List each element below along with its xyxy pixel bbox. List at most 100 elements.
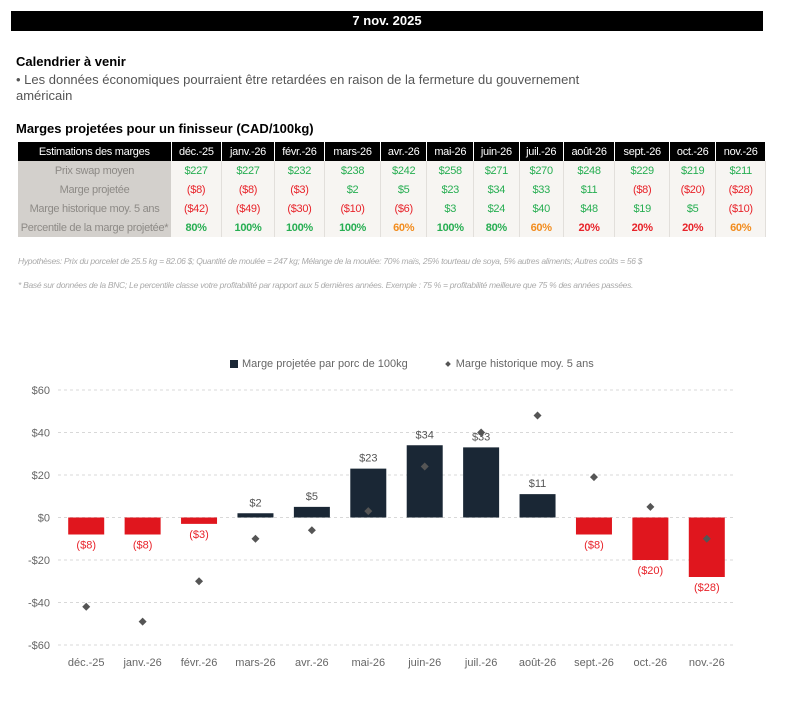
table-cell: $24 — [473, 199, 520, 218]
table-cell: 60% — [715, 218, 766, 237]
historical-marker — [195, 577, 204, 586]
table-cell: $271 — [473, 161, 520, 180]
table-cell: $248 — [563, 161, 616, 180]
bar-data-label: ($3) — [189, 529, 209, 541]
table-header-month: sept.-26 — [614, 142, 670, 161]
table-cell: ($8) — [171, 180, 223, 199]
bar-data-label: $11 — [529, 478, 547, 490]
table-cell: 20% — [614, 218, 670, 237]
calendar-title: Calendrier à venir — [16, 54, 126, 69]
legend-item-projected: Marge projetée par porc de 100kg — [230, 358, 408, 370]
table-cell: ($28) — [715, 180, 766, 199]
table-header-label: Estimations des marges — [18, 142, 172, 161]
chart-legend: Marge projetée par porc de 100kg Marge h… — [230, 358, 594, 370]
table-cell: $33 — [519, 180, 564, 199]
table-cell: $3 — [426, 199, 475, 218]
table-header-row: Estimations des marges déc.-25 janv.-26 fé… — [18, 142, 766, 161]
bar-data-label: $2 — [249, 497, 261, 509]
bar — [575, 517, 612, 535]
table-cell: $227 — [221, 161, 275, 180]
historical-marker — [477, 428, 486, 437]
table-header-month: janv.-26 — [221, 142, 275, 161]
table-row-label: Marge projetée — [18, 180, 171, 199]
bar — [124, 517, 161, 535]
table-header-month: juil.-26 — [519, 142, 564, 161]
calendar-bullet: • Les données économiques pourraient êtr… — [16, 72, 580, 103]
bar-data-label: $5 — [306, 491, 318, 503]
table-cell: ($20) — [669, 180, 717, 199]
historical-marker — [251, 534, 260, 543]
historical-marker — [138, 617, 147, 626]
bar-data-label: ($8) — [76, 540, 96, 552]
x-tick-label: oct.-26 — [634, 657, 668, 669]
table-header-month: nov.-26 — [715, 142, 766, 161]
table-cell: ($10) — [715, 199, 766, 218]
bar — [181, 517, 218, 524]
table-header-month: févr.-26 — [274, 142, 326, 161]
table-row-label: Marge historique moy. 5 ans — [18, 199, 171, 218]
table-cell: 100% — [221, 218, 275, 237]
x-tick-label: janv.-26 — [122, 657, 161, 669]
x-tick-label: févr.-26 — [181, 657, 218, 669]
percentile-footnote: * Basé sur données de la BNC; Le percent… — [18, 280, 634, 290]
table-row: Prix swap moyen $227 $227 $232 $238 $242 $258 $… — [18, 161, 766, 180]
table-cell: ($49) — [221, 199, 275, 218]
margin-chart: $60 $40 $20 $0 -$20 -$40 -$60 ($8) ($8) ($3) $2 $5 $… — [28, 385, 735, 669]
historical-marker — [420, 462, 429, 471]
table-cell: ($8) — [614, 180, 670, 199]
bar-data-label: ($8) — [133, 540, 153, 552]
table-header-month: avr.-26 — [380, 142, 428, 161]
table-cell: $270 — [519, 161, 564, 180]
y-tick-label: $60 — [32, 385, 50, 397]
y-tick-label: -$60 — [28, 640, 50, 652]
table-cell: ($30) — [274, 199, 326, 218]
legend-label-projected: Marge projetée par porc de 100kg — [242, 358, 408, 370]
table-row: Percentile de la marge projetée* 80% 100% 1… — [18, 218, 766, 237]
table-cell: 80% — [171, 218, 223, 237]
legend-diamond-icon — [444, 361, 451, 367]
table-cell: 60% — [380, 218, 428, 237]
table-header-month: août-26 — [563, 142, 616, 161]
table-cell: ($6) — [380, 199, 428, 218]
table-cell: ($42) — [171, 199, 223, 218]
table-cell: $211 — [715, 161, 766, 180]
table-cell: 60% — [519, 218, 564, 237]
table-cell: $11 — [563, 180, 616, 199]
bar-data-label: $23 — [359, 453, 377, 465]
bar-data-label: $33 — [472, 431, 490, 443]
table-cell: 100% — [426, 218, 475, 237]
bar — [688, 517, 725, 577]
table-cell: $48 — [563, 199, 616, 218]
historical-marker — [702, 534, 711, 543]
historical-marker — [364, 507, 373, 516]
table-cell: ($3) — [274, 180, 326, 199]
table-cell: ($10) — [324, 199, 381, 218]
x-tick-label: juil.-26 — [464, 657, 497, 669]
bar-data-label: $34 — [416, 429, 434, 441]
table-cell: $5 — [380, 180, 428, 199]
legend-item-historical: Marge historique moy. 5 ans — [444, 358, 594, 370]
table-header-month: mai-26 — [426, 142, 475, 161]
x-tick-label: juin-26 — [407, 657, 441, 669]
table-row: Marge historique moy. 5 ans ($42) ($49) ($3… — [18, 199, 766, 218]
bar — [519, 494, 556, 518]
historical-marker — [533, 411, 542, 420]
date-header: 7 nov. 2025 — [11, 11, 763, 31]
bar — [68, 517, 105, 535]
historical-marker — [307, 526, 316, 535]
x-tick-label: sept.-26 — [574, 657, 614, 669]
bar-data-label: ($28) — [694, 582, 720, 594]
y-tick-label: $0 — [38, 513, 50, 525]
table-row-label: Percentile de la marge projetée* — [18, 218, 171, 237]
x-tick-label: nov.-26 — [689, 657, 725, 669]
y-tick-label: $40 — [32, 428, 50, 440]
y-tick-label: -$40 — [28, 598, 50, 610]
x-tick-label: mai-26 — [351, 657, 385, 669]
legend-label-historical: Marge historique moy. 5 ans — [455, 358, 594, 370]
historical-marker — [589, 473, 598, 482]
table-cell: $5 — [669, 199, 717, 218]
y-tick-label: -$20 — [28, 555, 50, 567]
table-header-month: oct.-26 — [669, 142, 717, 161]
bar — [406, 445, 443, 518]
table-cell: $258 — [426, 161, 475, 180]
